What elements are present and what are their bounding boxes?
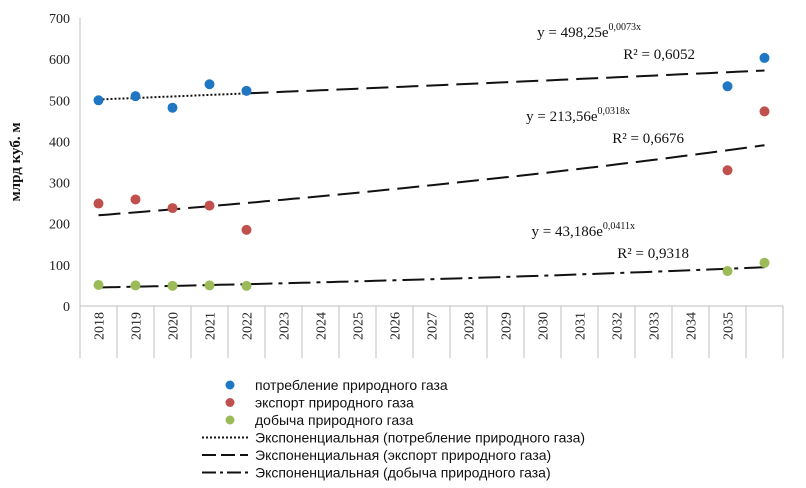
x-tick-label: 2023 xyxy=(278,312,293,340)
axes: 0 100 200 300 400 500 600 700 2018 2019 2020 2021 20… xyxy=(8,12,784,358)
x-tick-label: 2028 xyxy=(463,312,478,340)
legend: потребление природного газа экспорт приро… xyxy=(202,377,585,481)
x-tick-label: 2034 xyxy=(685,312,700,340)
export-point xyxy=(167,203,178,214)
export-point xyxy=(93,198,104,209)
x-tick-label: 2035 xyxy=(722,312,737,340)
export-point xyxy=(759,106,770,117)
y-tick-label: 0 xyxy=(63,300,70,315)
trend-r-squared: R² = 0,6676 xyxy=(612,131,684,147)
x-tick-label: 2021 xyxy=(204,312,219,340)
x-tick-label: 2020 xyxy=(167,312,182,340)
export-point xyxy=(130,194,141,205)
x-tick-label: 2032 xyxy=(611,312,626,340)
x-tick-label: 2029 xyxy=(500,312,515,340)
trendline-production xyxy=(98,266,765,289)
legend-label: Экспоненциальная (добыча природного газа… xyxy=(255,465,551,481)
consumption-point xyxy=(722,81,733,92)
production-point xyxy=(241,280,252,291)
x-tick-label: 2026 xyxy=(389,312,404,340)
production-point xyxy=(130,280,141,291)
production-point xyxy=(759,257,770,268)
y-tick-label: 700 xyxy=(49,12,70,27)
legend-label: Экспоненциальная (экспорт природного газ… xyxy=(255,447,551,463)
consumption-point xyxy=(93,95,104,106)
y-tick-label: 600 xyxy=(49,53,70,68)
consumption-point xyxy=(759,52,770,63)
y-tick-label: 100 xyxy=(49,259,70,274)
consumption-point xyxy=(130,91,141,102)
x-tick-label: 2033 xyxy=(648,312,663,340)
trend-r-squared: R² = 0,9318 xyxy=(617,246,689,262)
production-point xyxy=(167,280,178,291)
x-tick-label: 2019 xyxy=(130,312,145,340)
production-point xyxy=(722,266,733,277)
x-tick-label: 2022 xyxy=(241,312,256,340)
consumption-point xyxy=(204,79,215,90)
x-tick-label: 2018 xyxy=(93,312,108,340)
legend-label: добыча природного газа xyxy=(255,412,413,428)
x-tick-label: 2024 xyxy=(315,312,330,340)
y-tick-label: 500 xyxy=(49,94,70,109)
consumption-point xyxy=(241,85,252,96)
y-tick-label: 200 xyxy=(49,218,70,233)
y-tick-label: 400 xyxy=(49,135,70,150)
x-tick-label: 2027 xyxy=(426,312,441,340)
x-tick-label: 2030 xyxy=(537,312,552,340)
x-tick-label: 2031 xyxy=(574,312,589,340)
x-tick-label: 2025 xyxy=(352,312,367,340)
trendline-export xyxy=(98,144,765,217)
export-point xyxy=(204,200,215,211)
trend-r-squared: R² = 0,6052 xyxy=(623,47,695,63)
legend-marker xyxy=(225,398,235,407)
y-tick-label: 300 xyxy=(49,177,70,192)
y-axis-label: млрд куб. м xyxy=(8,122,24,201)
consumption-point xyxy=(167,102,178,113)
trendline-consumption xyxy=(98,92,247,101)
trend-equation: y = 498,25e0,0073x xyxy=(537,22,641,41)
legend-label: Экспоненциальная (потребление природного… xyxy=(255,430,585,446)
production-point xyxy=(93,280,104,291)
equations: y = 498,25e0,0073x R² = 0,6052 y = 213,56e… xyxy=(526,22,695,262)
data-points xyxy=(93,52,770,291)
trend-equation: y = 43,186e0,0411x xyxy=(531,221,635,240)
legend-marker xyxy=(225,380,235,390)
export-point xyxy=(722,165,733,176)
legend-label: потребление природного газа xyxy=(255,377,448,393)
production-point xyxy=(204,280,215,291)
legend-marker xyxy=(225,415,235,425)
trendline-consumption xyxy=(246,69,765,95)
legend-label: экспорт природного газа xyxy=(255,395,414,411)
export-point xyxy=(241,224,252,235)
trend-equation: y = 213,56e0,0318x xyxy=(526,106,630,125)
